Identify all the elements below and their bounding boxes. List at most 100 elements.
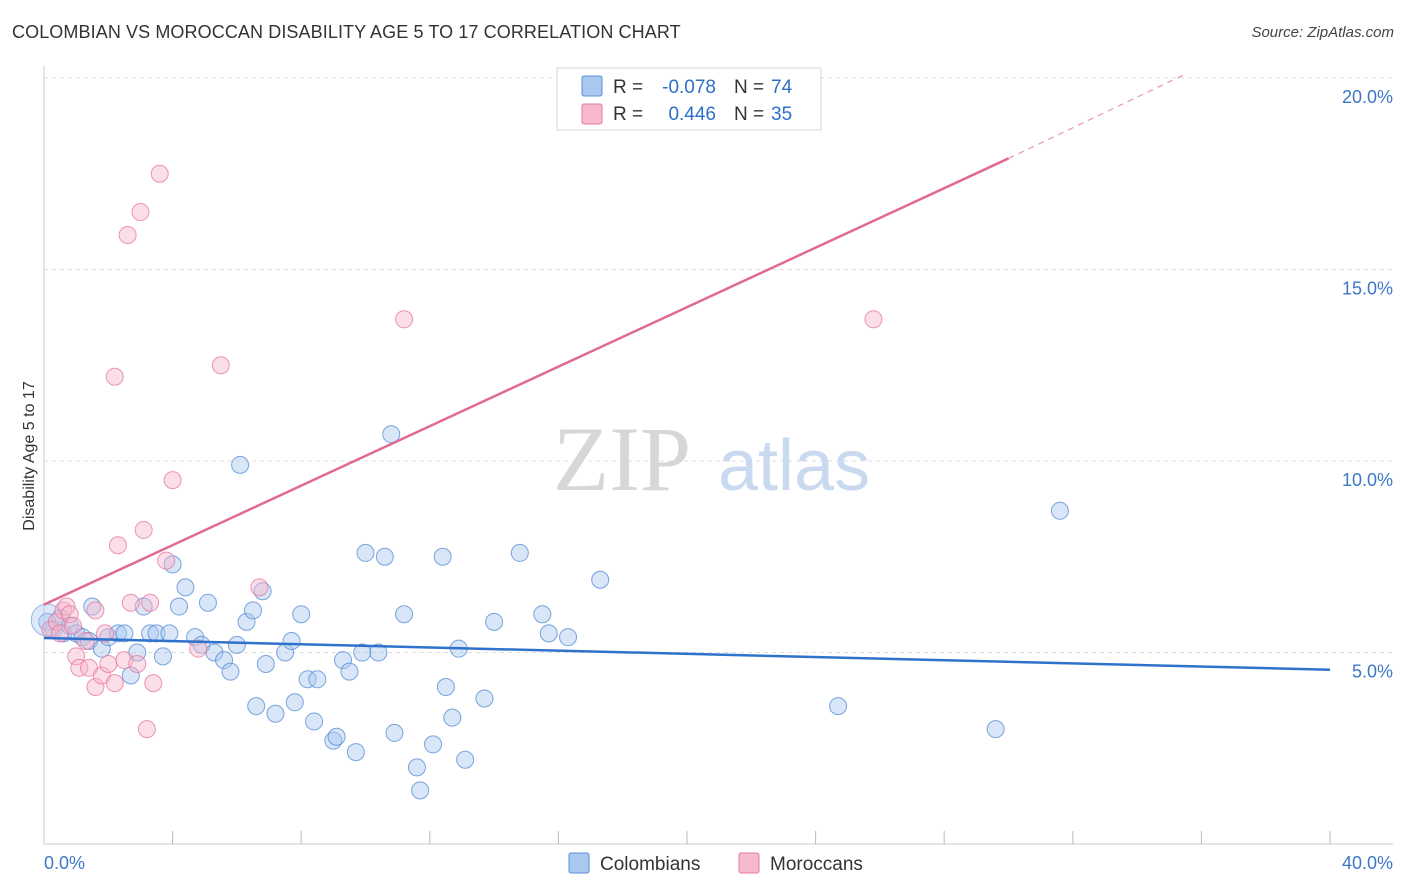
colombians-point	[424, 735, 443, 754]
moroccans-point	[128, 654, 147, 673]
colombians-point	[475, 689, 494, 708]
colombians-point	[375, 547, 394, 566]
y-tick-label: 5.0%	[1352, 662, 1393, 682]
moroccans-point	[86, 677, 105, 696]
colombians-point	[266, 704, 285, 723]
colombians-point	[327, 727, 346, 746]
colombians-point	[369, 643, 388, 662]
moroccans-point	[137, 720, 156, 739]
moroccans-point	[189, 639, 208, 658]
legend-swatch-colombians	[581, 75, 603, 97]
series-legend: Colombians Moroccans	[568, 852, 863, 875]
colombians-point	[108, 624, 127, 643]
colombians-point	[353, 643, 372, 662]
source-label: Source: ZipAtlas.com	[1251, 24, 1394, 41]
colombians-point	[346, 743, 365, 762]
bottom-legend-label-colombians: Colombians	[600, 854, 700, 875]
colombians-point	[340, 662, 359, 681]
y-tick-label: 15.0%	[1342, 279, 1393, 299]
colombians-point	[333, 651, 352, 670]
colombians-point	[1050, 501, 1069, 520]
colombians-point	[533, 605, 552, 624]
colombians-point	[305, 712, 324, 731]
y-axis-title: Disability Age 5 to 17	[21, 381, 38, 531]
y-tick-label: 20.0%	[1342, 87, 1393, 107]
moroccans-point	[60, 605, 79, 624]
legend-swatch-moroccans	[581, 103, 603, 125]
colombians-point	[559, 628, 578, 647]
moroccans-point	[63, 616, 82, 635]
colombians-point	[986, 720, 1005, 739]
colombians-point	[433, 547, 452, 566]
moroccans-point	[134, 520, 153, 539]
colombians-point	[292, 605, 311, 624]
moroccans-points	[41, 164, 883, 739]
legend-r-label-colombians: R =	[613, 77, 643, 98]
colombians-point	[121, 666, 140, 685]
gridlines	[44, 77, 1393, 653]
trendlines	[43, 73, 1331, 671]
colombians-trendline	[43, 636, 1331, 671]
moroccans-point	[70, 658, 89, 677]
legend-r-label-moroccans: R =	[613, 104, 643, 125]
colombians-point	[170, 597, 189, 616]
colombians-point	[356, 543, 375, 562]
colombians-point	[198, 593, 217, 612]
watermark-zip: ZIP	[553, 408, 691, 510]
moroccans-point	[141, 593, 160, 612]
moroccans-point	[67, 647, 86, 666]
y-tick-label: 10.0%	[1342, 470, 1393, 490]
colombians-point	[385, 723, 404, 742]
colombians-point	[395, 605, 414, 624]
bottom-legend-swatch-moroccans	[738, 852, 760, 874]
moroccans-point	[76, 632, 95, 651]
colombians-point	[298, 670, 317, 689]
colombians-point	[539, 624, 558, 643]
moroccans-point	[157, 551, 176, 570]
moroccans-point	[86, 601, 105, 620]
colombians-point	[176, 578, 195, 597]
colombians-point	[227, 635, 246, 654]
colombians-point	[231, 455, 250, 474]
colombians-point	[141, 624, 160, 643]
colombians-point	[282, 632, 301, 651]
moroccans-point	[163, 471, 182, 490]
colombians-point	[256, 654, 275, 673]
moroccans-point	[864, 310, 883, 329]
colombians-point	[221, 662, 240, 681]
colombians-point	[510, 543, 529, 562]
moroccans-point	[99, 654, 118, 673]
colombians-point	[247, 697, 266, 716]
bottom-legend-swatch-colombians	[568, 852, 590, 874]
moroccans-point	[108, 536, 127, 555]
x-tick-label-max: 40.0%	[1342, 853, 1393, 873]
y-tick-labels: 5.0% 10.0% 15.0% 20.0%	[1342, 87, 1393, 682]
colombians-point	[237, 612, 256, 631]
moroccans-point	[121, 593, 140, 612]
colombians-point	[591, 570, 610, 589]
legend-r-value-colombians: -0.078	[662, 77, 716, 98]
legend-n-value-colombians: 74	[771, 77, 793, 98]
moroccans-point	[250, 578, 269, 597]
colombians-point	[443, 708, 462, 727]
colombians-point	[160, 624, 179, 643]
colombians-point	[411, 781, 430, 800]
watermark-atlas: atlas	[718, 426, 870, 506]
colombians-point	[215, 651, 234, 670]
colombians-point	[829, 697, 848, 716]
colombians-points	[30, 425, 1069, 800]
x-axis-ticks	[172, 831, 1331, 844]
colombians-point	[308, 670, 327, 689]
colombians-point	[436, 677, 455, 696]
moroccans-trendline-extension	[1008, 73, 1186, 159]
legend-n-value-moroccans: 35	[771, 104, 792, 125]
moroccans-point	[118, 226, 137, 245]
chart-title: COLOMBIAN VS MOROCCAN DISABILITY AGE 5 T…	[12, 22, 681, 42]
moroccans-point	[211, 356, 230, 375]
x-tick-label-min: 0.0%	[44, 853, 85, 873]
moroccans-point	[150, 164, 169, 183]
colombians-point	[285, 693, 304, 712]
moroccans-point	[395, 310, 414, 329]
correlation-legend: R = -0.078 N = 74 R = 0.446 N = 35	[556, 67, 822, 131]
